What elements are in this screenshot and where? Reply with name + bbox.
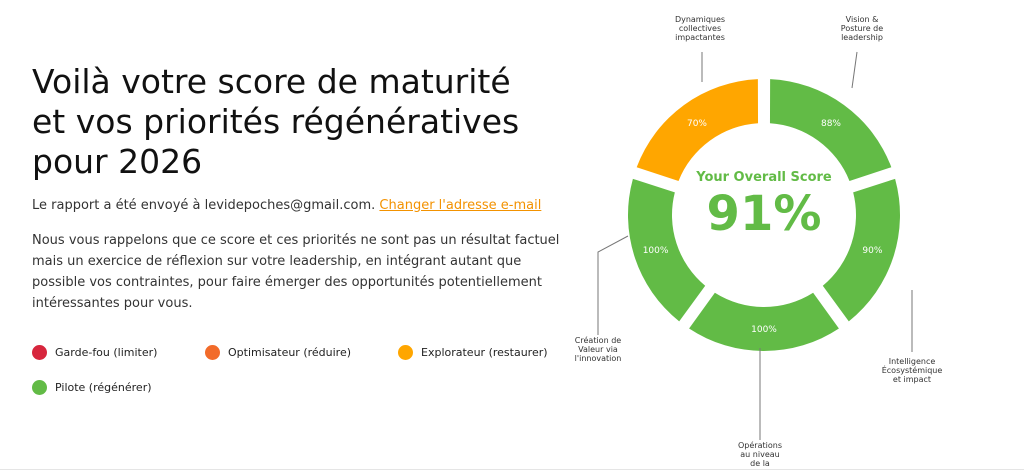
segment-label: impactantes (675, 33, 725, 42)
segment-label: Posture de (841, 24, 883, 33)
segment-label: au niveau (740, 450, 779, 459)
donut-segment (636, 79, 759, 181)
legend-label: Pilote (régénérer) (55, 381, 152, 394)
leader-line (597, 235, 629, 335)
donut-segment (769, 79, 892, 181)
segment-label: Création de (575, 335, 621, 345)
leader-line (851, 51, 858, 89)
title: Voilà votre score de maturité et vos pri… (32, 62, 520, 181)
segment-label: Dynamiques (675, 15, 725, 24)
segment-label: Vision & (846, 15, 879, 24)
segment-label: de la (750, 459, 770, 468)
email-notice: Le rapport a été envoyé à levidepoches@g… (32, 198, 541, 213)
legend-dot (32, 380, 47, 395)
segment-label: Intelligence (889, 357, 936, 366)
segment-label: l'innovation (575, 354, 622, 363)
segment-label: et impact (893, 375, 931, 384)
donut-segment (689, 292, 839, 352)
change-email-link[interactable]: Changer l'adresse e-mail (379, 198, 542, 213)
segment-label: leadership (841, 33, 883, 42)
segment-label: Opérations (738, 440, 782, 450)
legend-item: Optimisateur (réduire) (205, 345, 351, 360)
overall-score: 91% (707, 186, 822, 242)
legend-label: Garde-fou (limiter) (55, 346, 158, 359)
segment-label: collectives (679, 24, 721, 33)
segment-label: Écosystémique (882, 364, 943, 375)
email-text: Le rapport a été envoyé à levidepoches@g… (32, 198, 376, 213)
legend-item: Pilote (régénérer) (32, 380, 152, 395)
segment-value: 90% (862, 246, 882, 256)
segment-label: Valeur via (578, 345, 618, 354)
legend-item: Garde-fou (limiter) (32, 345, 157, 360)
score-title: Your Overall Score (695, 170, 832, 185)
segment-value: 100% (751, 325, 777, 335)
legend-label: Explorateur (restaurer) (421, 346, 548, 359)
divider (0, 469, 1024, 470)
legend-label: Optimisateur (réduire) (228, 346, 352, 359)
segment-value: 100% (643, 246, 669, 256)
legend-dot (205, 345, 220, 360)
legend-dot (398, 345, 413, 360)
donut-segment (628, 178, 706, 322)
segment-value: 70% (687, 119, 707, 129)
donut-segment (822, 178, 900, 322)
legend-item: Explorateur (restaurer) (398, 345, 548, 360)
legend-dot (32, 345, 47, 360)
paragraph: Nous vous rappelons que ce score et ces … (32, 233, 560, 311)
segment-value: 88% (821, 119, 841, 129)
